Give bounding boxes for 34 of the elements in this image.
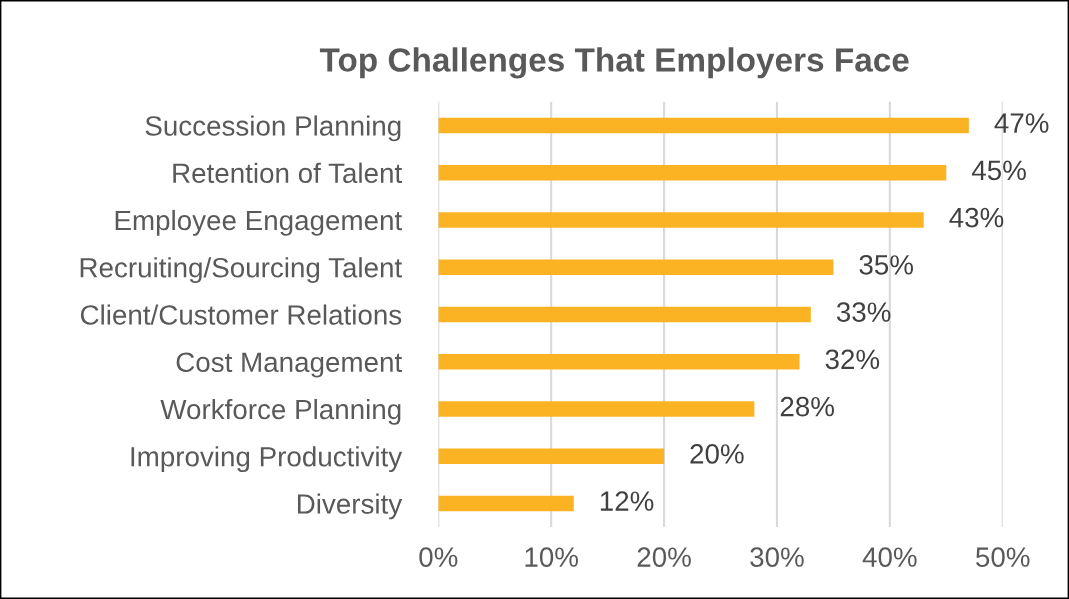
y-tick-label: Diversity	[297, 493, 403, 520]
y-tick-label: Retention of Talent	[173, 162, 402, 184]
bar	[438, 259, 834, 276]
bar	[438, 401, 755, 417]
bar	[438, 495, 574, 512]
data-label: 33%	[836, 302, 891, 322]
x-tick-label: 50%	[976, 547, 1030, 567]
data-label: 47%	[994, 113, 1049, 133]
y-tick-label: Recruiting/Sourcing Talent	[80, 257, 402, 284]
x-tick-label: 10%	[525, 547, 578, 567]
data-label: 43%	[949, 207, 1004, 228]
bar	[438, 164, 947, 181]
bar	[438, 448, 665, 465]
x-tick-label: 20%	[637, 547, 691, 567]
bar	[438, 353, 800, 370]
y-tick-label: Cost Management	[176, 352, 402, 378]
data-label: 28%	[780, 396, 834, 417]
x-tick-label: 30%	[750, 547, 804, 567]
x-tick-label: 0%	[419, 547, 458, 567]
bar	[438, 306, 811, 323]
data-label: 32%	[825, 349, 880, 370]
y-tick-label: Workforce Planning	[160, 398, 401, 425]
y-tick-label: Employee Engagement	[115, 209, 402, 236]
y-tick-label: Improving Productivity	[131, 446, 403, 473]
x-tick-label: 40%	[862, 547, 917, 567]
chart-title: Top Challenges That Employers Face	[319, 47, 909, 79]
y-tick-label: Succession Planning	[145, 115, 401, 142]
y-tick-label: Client/Customer Relations	[80, 304, 402, 325]
data-label: 35%	[859, 255, 913, 275]
bar	[438, 212, 924, 228]
bar	[438, 117, 969, 134]
data-label: 12%	[600, 491, 654, 511]
data-label: 20%	[690, 444, 744, 464]
data-label: 45%	[971, 160, 1026, 181]
